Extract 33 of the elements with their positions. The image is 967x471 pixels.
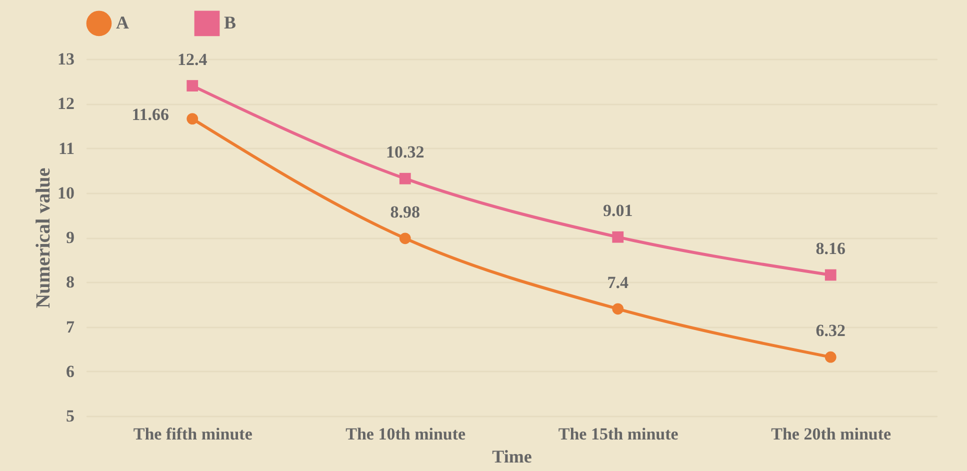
point bbox=[612, 231, 624, 243]
point bbox=[186, 80, 198, 92]
legend-label: B bbox=[224, 12, 236, 32]
data-label: 11.66 bbox=[132, 104, 170, 124]
point bbox=[824, 351, 836, 363]
point bbox=[186, 113, 198, 124]
y-tick-label: 12 bbox=[58, 94, 74, 114]
y-tick-label: 11 bbox=[58, 138, 74, 158]
x-tick-label: The 10th minute bbox=[346, 424, 466, 444]
x-axis-title: Time bbox=[492, 446, 532, 466]
data-label: 10.32 bbox=[386, 142, 424, 162]
legend-label: A bbox=[116, 12, 129, 32]
y-tick-label: 13 bbox=[58, 50, 74, 68]
x-tick-label: The fifth minute bbox=[133, 424, 253, 444]
y-tick-label: 5 bbox=[66, 406, 74, 426]
y-tick-label: 6 bbox=[66, 362, 74, 381]
point bbox=[399, 172, 411, 184]
point bbox=[399, 232, 411, 244]
y-tick-label: 9 bbox=[66, 228, 74, 247]
point bbox=[824, 269, 836, 281]
y-tick-label: 8 bbox=[66, 272, 74, 292]
data-label: 8.98 bbox=[390, 202, 420, 222]
y-axis-title: Numerical value bbox=[32, 168, 54, 308]
data-label: 8.16 bbox=[816, 238, 846, 258]
data-label: 9.01 bbox=[603, 201, 633, 220]
y-tick-label: 10 bbox=[58, 183, 74, 202]
y-tick-label: 7 bbox=[66, 317, 75, 336]
data-label: 7.4 bbox=[607, 272, 629, 292]
data-label: 12.4 bbox=[178, 50, 208, 69]
x-tick-label: The 15th minute bbox=[558, 424, 679, 444]
data-label: 6.32 bbox=[816, 321, 846, 340]
point bbox=[612, 303, 624, 315]
x-tick-label: The 20th minute bbox=[771, 424, 892, 444]
